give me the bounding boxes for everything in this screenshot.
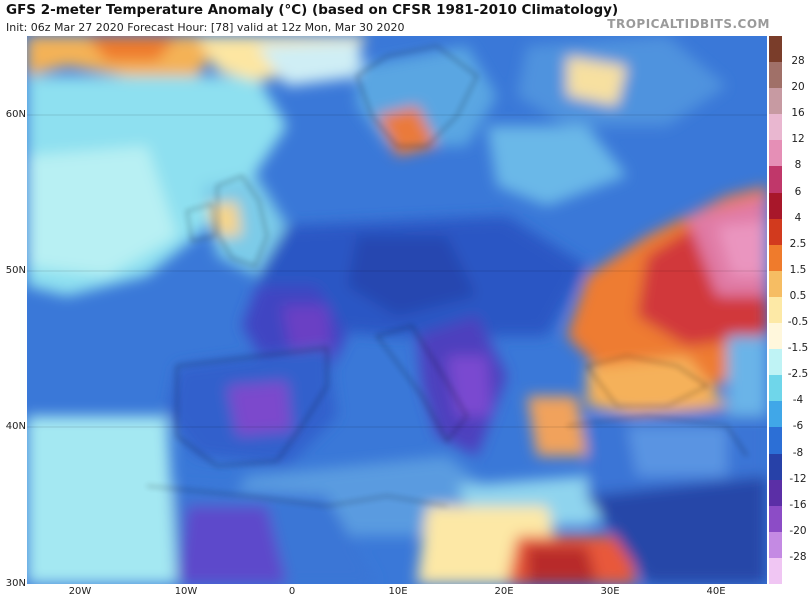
- colorbar-swatch: [769, 479, 782, 507]
- colorbar-label: 12: [791, 133, 805, 146]
- colorbar-swatch: [769, 244, 782, 272]
- colorbar-label: -12: [789, 472, 807, 485]
- colorbar-swatch: [769, 531, 782, 559]
- map-title: GFS 2-meter Temperature Anomaly (°C) (ba…: [6, 2, 619, 18]
- anomaly-field: [27, 36, 767, 584]
- colorbar-label: 20: [791, 81, 805, 94]
- colorbar-swatch: [769, 62, 782, 89]
- lon-label-10w: 10W: [174, 586, 198, 597]
- colorbar-label: -0.5: [787, 316, 809, 329]
- colorbar-swatch: [769, 375, 782, 402]
- colorbar-swatch: [769, 140, 782, 167]
- colorbar-label: 2.5: [789, 237, 807, 250]
- colorbar-label: -2.5: [787, 368, 809, 381]
- lon-label-10e: 10E: [388, 586, 408, 597]
- colorbar-swatch: [769, 453, 782, 481]
- colorbar-label: 8: [794, 159, 802, 172]
- lon-label-20w: 20W: [68, 586, 92, 597]
- lon-label-0: 0: [288, 586, 296, 597]
- colorbar-label: -8: [792, 446, 804, 459]
- colorbar-swatch: [769, 114, 782, 141]
- colorbar-label: 28: [791, 55, 805, 68]
- lon-label-20e: 20E: [494, 586, 514, 597]
- colorbar-swatch: [769, 296, 782, 324]
- colorbar-label: 1.5: [789, 263, 807, 276]
- colorbar-label: 4: [794, 211, 802, 224]
- map-subtitle: Init: 06z Mar 27 2020 Forecast Hour: [78…: [6, 21, 405, 34]
- colorbar-label: 6: [794, 185, 802, 198]
- colorbar-swatch: [769, 349, 782, 376]
- colorbar-swatch: [769, 557, 782, 585]
- lon-label-40e: 40E: [706, 586, 726, 597]
- anomaly-map: [27, 36, 767, 584]
- colorbar-swatch: [769, 218, 782, 246]
- colorbar-label: 16: [791, 107, 805, 120]
- lat-label-40n: 40N: [5, 421, 26, 432]
- lon-label-30e: 30E: [600, 586, 620, 597]
- lat-label-50n: 50N: [5, 265, 26, 276]
- colorbar-label: -16: [789, 498, 807, 511]
- colorbar-label: -20: [789, 524, 807, 537]
- colorbar-swatch: [769, 166, 782, 194]
- colorbar-swatch: [769, 192, 782, 220]
- colorbar-label: -1.5: [787, 342, 809, 355]
- colorbar: [769, 36, 782, 585]
- colorbar-label: -4: [792, 394, 804, 407]
- colorbar-label: 0.5: [789, 289, 807, 302]
- lat-label-30n: 30N: [5, 578, 26, 589]
- colorbar-swatch: [769, 323, 782, 350]
- colorbar-swatch: [769, 401, 782, 428]
- brand-watermark: TROPICALTIDBITS.COM: [607, 17, 770, 31]
- colorbar-label: -6: [792, 420, 804, 433]
- colorbar-swatch: [769, 427, 782, 455]
- colorbar-swatch: [769, 505, 782, 533]
- colorbar-label: -28: [789, 550, 807, 563]
- lat-label-60n: 60N: [5, 109, 26, 120]
- colorbar-swatch: [769, 36, 782, 63]
- colorbar-swatch: [769, 88, 782, 115]
- colorbar-swatch: [769, 270, 782, 298]
